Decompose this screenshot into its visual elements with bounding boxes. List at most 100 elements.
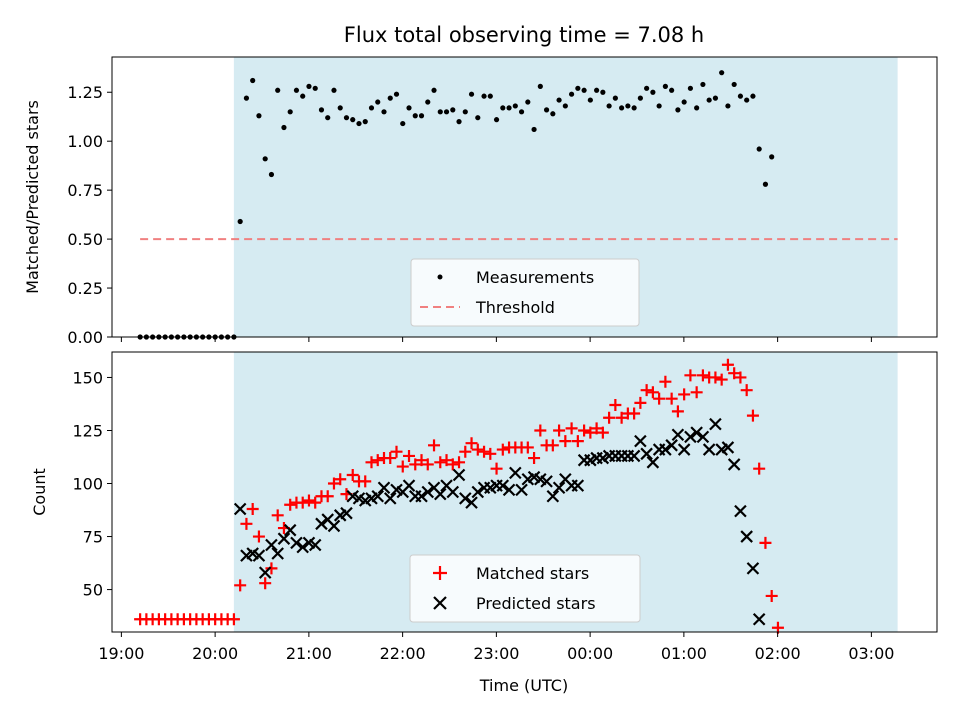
measurement-point [462, 109, 468, 115]
bottom-y-axis-label: Count [30, 468, 49, 516]
predicted-star-point [721, 441, 735, 454]
matched-star-point [334, 473, 347, 486]
matched-star-point [559, 435, 572, 448]
legend-measurements-label: Measurements [476, 268, 594, 287]
measurement-point [543, 107, 550, 113]
legend-predicted-marker [433, 596, 447, 610]
top-x-ticks [120, 337, 872, 342]
predicted-star-point [671, 428, 685, 442]
x-axis-label: Time (UTC) [479, 676, 568, 695]
predicted-star-point [258, 566, 272, 579]
matched-star-point [309, 496, 322, 509]
predicted-star-point [740, 530, 753, 543]
predicted-star-point [690, 426, 703, 439]
predicted-star-point [465, 496, 478, 509]
bottom-ytick-label: 75 [83, 528, 103, 547]
predicted-star-point [415, 489, 428, 503]
matched-star-point [428, 439, 441, 452]
predicted-star-point [283, 523, 297, 537]
measurement-point [331, 87, 337, 93]
measurement-point [300, 93, 306, 99]
bottom-ytick-label: 100 [72, 475, 103, 494]
predicted-star-point [433, 487, 447, 501]
measurement-point [587, 97, 593, 103]
matched-star-point [715, 373, 728, 386]
measurement-point [575, 85, 581, 91]
measurement-point [325, 115, 331, 121]
predicted-star-point [308, 538, 322, 552]
matched-star-point [403, 449, 416, 462]
predicted-star-point [546, 489, 560, 503]
matched-star-point [434, 456, 447, 469]
matched-star-point [471, 443, 484, 456]
measurement-point [719, 70, 725, 76]
matched-star-point [578, 424, 591, 437]
xtick-label: 23:00 [473, 644, 519, 663]
matched-star-point [265, 562, 278, 575]
matched-star-point [746, 409, 759, 422]
top-legend: Measurements Threshold [410, 258, 640, 327]
measurement-point [694, 105, 700, 111]
predicted-star-point [402, 479, 416, 492]
bottom-y-ticks: 50 75 100 125 150 [72, 368, 112, 600]
predicted-star-point [709, 417, 722, 431]
measurement-point [762, 181, 769, 187]
predicted-star-point [696, 430, 710, 444]
legend-matched-label: Matched stars [476, 564, 589, 583]
measurement-point [725, 103, 731, 109]
measurement-point [243, 95, 250, 101]
predicted-star-point [502, 483, 516, 497]
matched-star-point [571, 435, 584, 448]
measurement-point [375, 99, 381, 105]
predicted-star-point [340, 506, 353, 520]
predicted-star-point [371, 489, 385, 503]
measurement-point [250, 77, 256, 84]
measurement-point [562, 103, 568, 109]
measurement-point [481, 93, 487, 99]
matched-star-point [753, 462, 766, 475]
predicted-star-point [315, 517, 328, 531]
matched-star-point [384, 452, 397, 465]
measurement-point [681, 99, 687, 105]
top-ytick-label: 1.00 [67, 132, 103, 151]
matched-star-point [584, 426, 597, 439]
measurement-point [487, 93, 493, 99]
measurement-point [637, 95, 643, 101]
matched-star-point [490, 462, 503, 475]
measurement-point [750, 93, 756, 99]
measurement-point [606, 103, 612, 109]
measurement-point [550, 111, 556, 117]
measurement-point [237, 218, 243, 225]
matched-stars-points [134, 358, 784, 634]
predicted-star-point [446, 485, 460, 499]
matched-star-point [690, 386, 703, 399]
matched-star-point [528, 452, 541, 465]
xtick-label: 22:00 [380, 644, 426, 663]
measurement-point [737, 93, 744, 99]
measurement-point [293, 87, 300, 93]
predicted-star-point [277, 532, 291, 545]
matched-star-point [359, 475, 372, 488]
predicted-star-point [665, 439, 678, 452]
measurement-point [456, 119, 462, 125]
matched-star-point [409, 458, 422, 471]
measurement-point [700, 81, 706, 88]
xtick-label: 00:00 [567, 644, 613, 663]
bottom-x-ticks: 19:00 20:00 21:00 22:00 23:00 00:00 01:00 02:00… [98, 632, 894, 663]
predicted-star-point [271, 547, 284, 560]
predicted-star-point [327, 519, 341, 533]
matched-star-point [415, 454, 428, 467]
matched-star-point [246, 502, 259, 515]
measurement-point [675, 107, 681, 113]
measurement-point [306, 83, 312, 89]
measurement-point [644, 85, 650, 91]
matched-star-point [446, 458, 459, 471]
matched-star-point [271, 509, 284, 522]
measurement-point [525, 99, 531, 105]
measurement-point [468, 91, 475, 97]
bottom-ytick-label: 50 [83, 581, 103, 600]
bottom-panel: 50 75 100 125 150 19:00 20:00 21:00 22:00 23:00 0… [30, 351, 938, 695]
predicted-star-point [746, 562, 760, 575]
matched-star-point [596, 426, 609, 439]
measurement-point [669, 87, 675, 93]
